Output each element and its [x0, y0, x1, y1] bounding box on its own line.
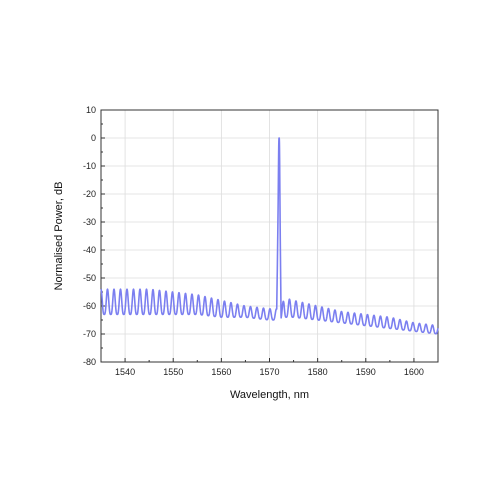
- y-tick-label: -10: [83, 161, 96, 171]
- x-tick-label: 1590: [356, 367, 376, 377]
- y-tick-label: -20: [83, 189, 96, 199]
- y-tick-label: -30: [83, 217, 96, 227]
- y-tick-label: -80: [83, 357, 96, 367]
- x-tick-label: 1570: [259, 367, 279, 377]
- y-axis: -80 -70 -60 -50 -40 -30 -20 -10 0 10: [83, 105, 105, 367]
- spectrum-series-line: [100, 137, 439, 335]
- y-tick-label: 10: [86, 105, 96, 115]
- y-tick-label: -40: [83, 245, 96, 255]
- y-tick-label: -50: [83, 273, 96, 283]
- x-axis: 1540 1550 1560 1570 1580 1590 1600: [100, 358, 439, 377]
- x-tick-label: 1580: [308, 367, 328, 377]
- x-tick-label: 1550: [163, 367, 183, 377]
- x-tick-label: 1560: [211, 367, 231, 377]
- x-tick-label: 1540: [115, 367, 135, 377]
- y-axis-title: Normalised Power, dB: [53, 182, 65, 291]
- y-tick-label: -60: [83, 301, 96, 311]
- grid: [101, 109, 438, 363]
- x-axis-title: Wavelength, nm: [230, 389, 309, 401]
- y-tick-label: -70: [83, 329, 96, 339]
- x-tick-label: 1600: [404, 367, 424, 377]
- y-tick-label: 0: [91, 133, 96, 143]
